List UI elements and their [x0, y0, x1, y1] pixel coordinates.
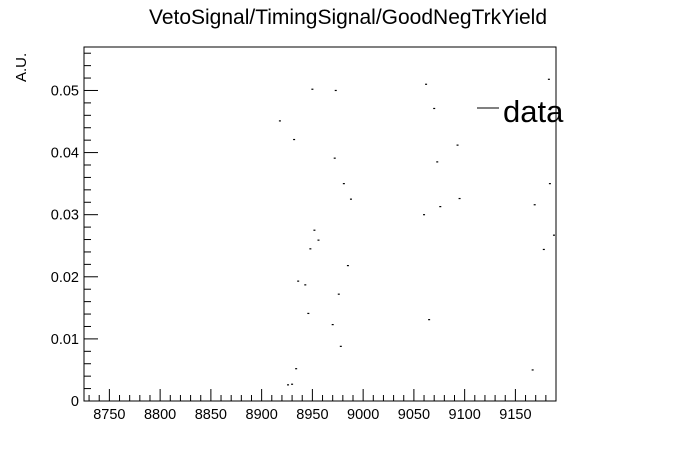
chart-title: VetoSignal/TimingSignal/GoodNegTrkYield	[149, 6, 547, 29]
x-tick-label: 9150	[499, 407, 531, 423]
y-tick-label: 0.03	[51, 208, 79, 224]
x-tick-label: 9000	[347, 407, 379, 423]
y-tick-label: 0	[71, 394, 79, 410]
x-tick-label: 8850	[195, 407, 227, 423]
x-tick-label: 8900	[246, 407, 278, 423]
y-tick-label: 0.01	[51, 332, 79, 348]
legend: data	[477, 94, 564, 129]
x-tick-label: 9100	[449, 407, 481, 423]
y-axis-label: A.U.	[13, 53, 30, 82]
x-tick-label: 9050	[398, 407, 430, 423]
y-tick-label: 0.04	[51, 146, 79, 162]
data-points	[278, 78, 555, 386]
x-tick-label: 8950	[296, 407, 328, 423]
x-tick-label: 8750	[93, 407, 125, 423]
plot-frame	[83, 46, 557, 402]
legend-label-data: data	[503, 94, 564, 129]
x-tick-label: 8800	[144, 407, 176, 423]
x-axis: 8750 8800 8850 8900 8950 9000 9050 9100 9150	[88, 389, 557, 423]
y-tick-label: 0.05	[51, 83, 79, 99]
y-tick-label: 0.02	[51, 270, 79, 286]
y-axis: 0 0.01 0.02 0.03 0.04 0.05	[51, 52, 98, 410]
